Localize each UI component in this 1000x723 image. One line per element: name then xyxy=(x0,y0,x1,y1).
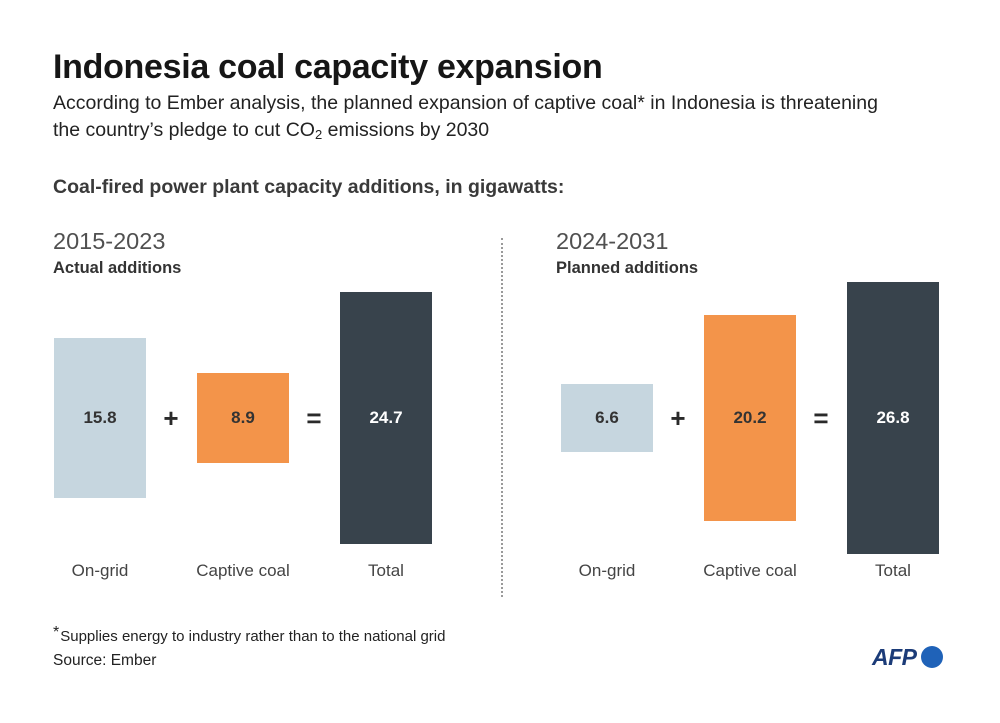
afp-logo: AFP xyxy=(872,645,943,669)
category-label-total: Total xyxy=(875,561,911,580)
period-title: 2015-2023 xyxy=(53,228,166,254)
co2-subscript: 2 xyxy=(314,127,323,142)
subtitle-line-2-end: emissions by 2030 xyxy=(322,119,490,141)
period-subtitle: Actual additions xyxy=(53,259,182,277)
period-subtitle: Planned additions xyxy=(556,259,699,277)
bar-captive-coal: 8.9 xyxy=(197,372,289,464)
period-title: 2024-2031 xyxy=(556,228,669,254)
dotted-divider xyxy=(501,238,503,597)
footnote: *Supplies energy to industry rather than… xyxy=(53,624,446,647)
section-heading: Coal-fired power plant capacity addition… xyxy=(53,176,565,198)
bar-on-grid: 6.6 xyxy=(561,384,653,452)
subtitle-line-1: According to Ember analysis, the planned… xyxy=(53,92,878,114)
bar-total: 24.7 xyxy=(340,292,432,544)
chart-actual-additions: 2015-2023 Actual additions 15.8 + 8.9 = … xyxy=(0,0,440,600)
plus-operator: + xyxy=(163,403,179,433)
page-title: Indonesia coal capacity expansion xyxy=(53,48,603,86)
afp-logo-dot-icon xyxy=(920,646,943,668)
subtitle-line-2: the country’s pledge to cut CO2 emission… xyxy=(53,117,878,144)
subtitle: According to Ember analysis, the planned… xyxy=(53,90,878,144)
category-label-on-grid: On-grid xyxy=(578,561,636,580)
footnote-marker: * xyxy=(53,624,60,641)
bar-value-label: 24.7 xyxy=(369,407,403,427)
bar-value-label: 20.2 xyxy=(733,407,767,427)
chart-planned-additions: 2024-2031 Planned additions 6.6 + 20.2 =… xyxy=(507,0,947,600)
afp-logo-text: AFP xyxy=(872,644,917,670)
subtitle-line-2-start: the country’s pledge to cut CO xyxy=(53,119,315,141)
source-note: Source: Ember xyxy=(53,652,157,669)
plus-operator: + xyxy=(670,403,686,433)
category-label-captive-coal: Captive coal xyxy=(196,561,290,580)
bar-on-grid: 15.8 xyxy=(54,337,146,499)
bar-captive-coal: 20.2 xyxy=(704,315,796,521)
bar-value-label: 6.6 xyxy=(595,407,619,427)
equals-operator: = xyxy=(306,403,322,433)
bar-total: 26.8 xyxy=(847,281,939,555)
category-label-on-grid: On-grid xyxy=(71,561,129,580)
bar-value-label: 26.8 xyxy=(876,407,910,427)
category-label-captive-coal: Captive coal xyxy=(703,561,797,580)
category-label-total: Total xyxy=(368,561,404,580)
bar-value-label: 8.9 xyxy=(231,407,255,427)
equals-operator: = xyxy=(813,403,829,433)
footnote-text: Supplies energy to industry rather than … xyxy=(60,628,446,645)
bar-value-label: 15.8 xyxy=(83,407,117,427)
